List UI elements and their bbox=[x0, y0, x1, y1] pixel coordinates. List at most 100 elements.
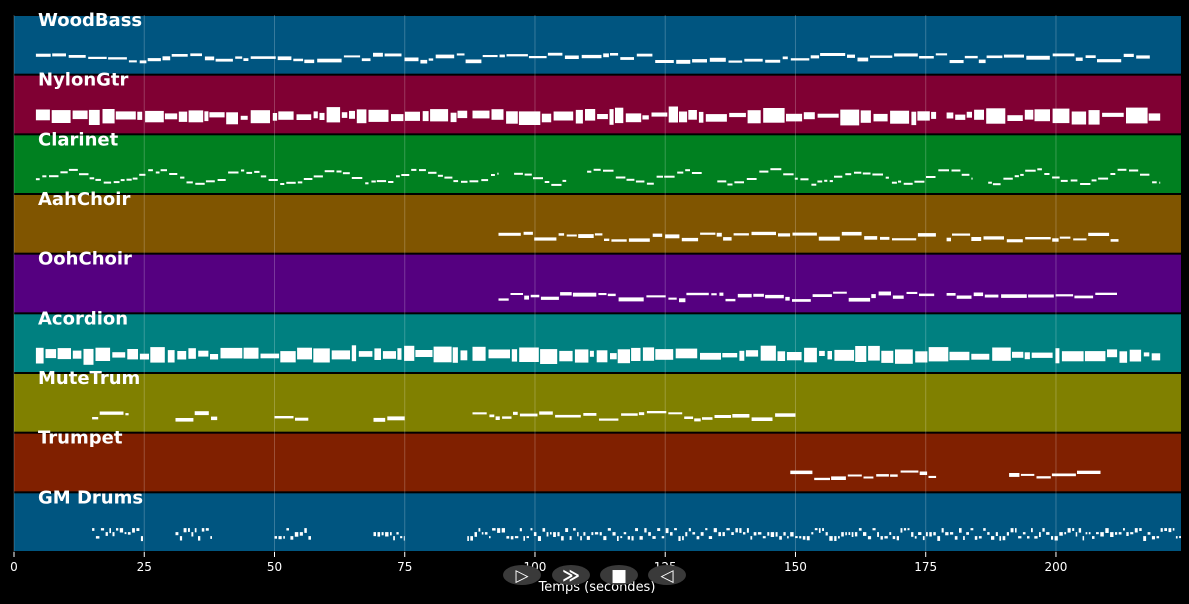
stop-icon: ■ bbox=[611, 566, 627, 586]
note bbox=[750, 536, 753, 540]
note bbox=[825, 532, 828, 536]
note bbox=[533, 532, 537, 536]
note bbox=[670, 532, 673, 536]
note bbox=[1102, 112, 1124, 117]
note bbox=[661, 536, 665, 539]
note bbox=[880, 536, 883, 540]
note bbox=[954, 536, 958, 540]
note bbox=[732, 414, 750, 418]
stop-button[interactable]: ■ bbox=[600, 565, 638, 586]
note bbox=[1151, 353, 1161, 361]
track-aahchoir[interactable] bbox=[14, 195, 1181, 253]
note bbox=[113, 181, 120, 184]
note bbox=[574, 349, 589, 363]
note bbox=[393, 536, 395, 541]
note bbox=[228, 171, 239, 174]
note bbox=[60, 171, 68, 174]
note bbox=[297, 181, 303, 184]
note bbox=[785, 296, 790, 301]
note bbox=[1059, 236, 1071, 239]
note bbox=[299, 532, 303, 536]
note bbox=[201, 528, 205, 532]
note bbox=[510, 293, 523, 295]
track-gm-drums[interactable] bbox=[14, 493, 1181, 551]
forward-icon: ≫ bbox=[562, 566, 580, 586]
note bbox=[1119, 351, 1128, 363]
track-woodbass[interactable] bbox=[14, 16, 1181, 74]
track-oohchoir[interactable] bbox=[14, 254, 1181, 313]
note bbox=[911, 532, 914, 537]
note bbox=[472, 346, 486, 361]
note bbox=[499, 54, 505, 58]
note bbox=[492, 528, 496, 531]
transport-controls[interactable]: ▷ ≫ ■ ◁ bbox=[503, 565, 686, 586]
track-clarinet[interactable] bbox=[14, 135, 1181, 193]
forward-button[interactable]: ≫ bbox=[552, 565, 590, 586]
note bbox=[1055, 348, 1060, 364]
note bbox=[277, 56, 292, 61]
note bbox=[250, 56, 276, 59]
note bbox=[155, 171, 160, 174]
note bbox=[575, 109, 583, 124]
note bbox=[765, 59, 781, 63]
note bbox=[892, 295, 904, 299]
note bbox=[782, 56, 788, 60]
note bbox=[1134, 528, 1138, 533]
note bbox=[403, 536, 405, 541]
track-mutetrum[interactable] bbox=[14, 374, 1181, 432]
note bbox=[684, 416, 694, 419]
note bbox=[92, 528, 95, 531]
note bbox=[373, 532, 376, 537]
note bbox=[124, 532, 127, 535]
note bbox=[765, 294, 784, 299]
note bbox=[733, 233, 749, 236]
note bbox=[534, 237, 557, 241]
track-nylongtr[interactable] bbox=[14, 75, 1181, 134]
note bbox=[949, 351, 970, 361]
track-acordion[interactable] bbox=[14, 314, 1181, 372]
note bbox=[694, 418, 701, 422]
note bbox=[198, 536, 201, 541]
note bbox=[404, 111, 420, 121]
note bbox=[461, 180, 468, 183]
note bbox=[513, 411, 518, 415]
note bbox=[1084, 351, 1106, 362]
note bbox=[959, 528, 962, 533]
note bbox=[607, 293, 616, 297]
note bbox=[88, 109, 100, 125]
note bbox=[635, 528, 638, 532]
note bbox=[68, 55, 86, 58]
note bbox=[817, 180, 823, 183]
rewind-button[interactable]: ◁ bbox=[648, 565, 686, 586]
note bbox=[544, 181, 550, 183]
play-button[interactable]: ▷ bbox=[503, 565, 541, 586]
track-trumpet[interactable] bbox=[14, 433, 1181, 492]
note bbox=[1085, 532, 1088, 535]
note bbox=[770, 168, 782, 171]
note bbox=[900, 470, 919, 473]
note bbox=[137, 111, 143, 120]
tick-label: 50 bbox=[267, 560, 282, 574]
note bbox=[510, 536, 514, 540]
note bbox=[523, 231, 533, 235]
note bbox=[911, 111, 917, 126]
note bbox=[524, 295, 529, 300]
note bbox=[243, 347, 259, 359]
note bbox=[799, 536, 802, 539]
note bbox=[651, 112, 668, 117]
note bbox=[127, 532, 131, 535]
note bbox=[1129, 169, 1139, 172]
note bbox=[1151, 536, 1155, 540]
track-background bbox=[14, 254, 1181, 313]
note bbox=[450, 112, 457, 123]
note bbox=[422, 111, 429, 122]
note bbox=[1055, 294, 1074, 297]
note bbox=[474, 532, 477, 537]
note bbox=[211, 416, 218, 421]
note bbox=[709, 57, 726, 62]
note bbox=[1088, 232, 1110, 236]
tick-label: 175 bbox=[914, 560, 937, 574]
note bbox=[356, 109, 367, 124]
note bbox=[725, 298, 736, 302]
note bbox=[708, 536, 713, 539]
